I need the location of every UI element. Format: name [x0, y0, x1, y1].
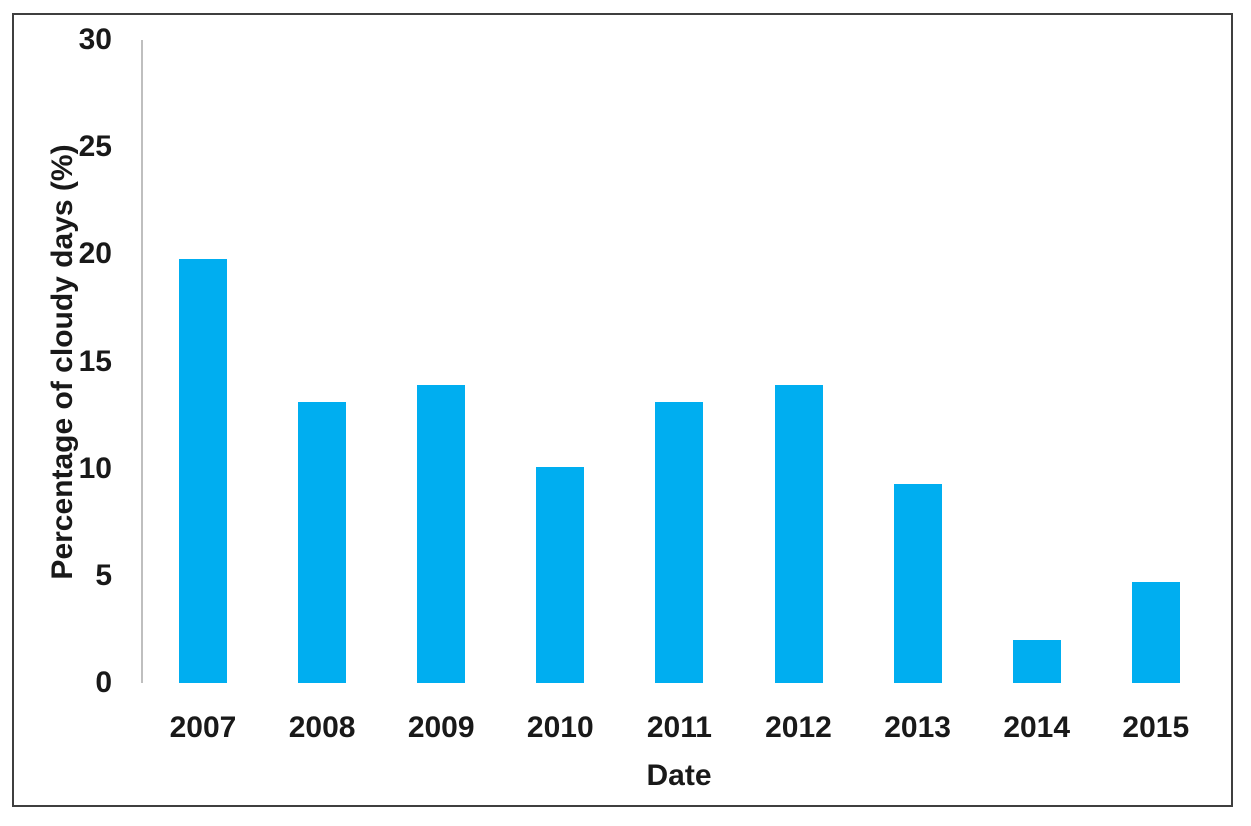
y-tick-label: 15 — [78, 344, 112, 378]
y-tick-label: 10 — [78, 451, 112, 485]
y-tick-label: 30 — [78, 23, 112, 56]
bar-2012 — [774, 385, 823, 683]
bar-2009 — [417, 385, 466, 683]
bar-2015 — [1131, 582, 1180, 683]
x-tick-label: 2008 — [288, 711, 356, 744]
bar-2013 — [893, 483, 942, 683]
x-tick-label: 2010 — [526, 711, 594, 744]
x-axis-title: Date — [646, 759, 712, 792]
y-tick-label: 20 — [78, 237, 112, 271]
x-tick-label: 2007 — [169, 711, 237, 744]
bar-2007 — [179, 258, 227, 683]
y-tick-label: 25 — [78, 130, 112, 164]
x-tick-label: 2011 — [646, 711, 712, 744]
x-tick-label: 2009 — [407, 711, 475, 744]
y-tick-label: 0 — [95, 666, 112, 699]
y-axis-line — [141, 40, 143, 683]
y-tick-label: 5 — [95, 558, 112, 592]
bar-2011 — [655, 402, 704, 683]
bar-2010 — [536, 466, 585, 683]
x-tick-label: 2015 — [1122, 711, 1190, 744]
x-tick-label: 2014 — [1003, 711, 1071, 744]
x-tick-label: 2013 — [884, 711, 951, 744]
bar-2014 — [1012, 640, 1061, 683]
bar-2008 — [298, 402, 347, 683]
x-tick-label: 2012 — [765, 711, 832, 744]
y-axis-title-text: Percentage of cloudy days (%) — [46, 144, 79, 580]
